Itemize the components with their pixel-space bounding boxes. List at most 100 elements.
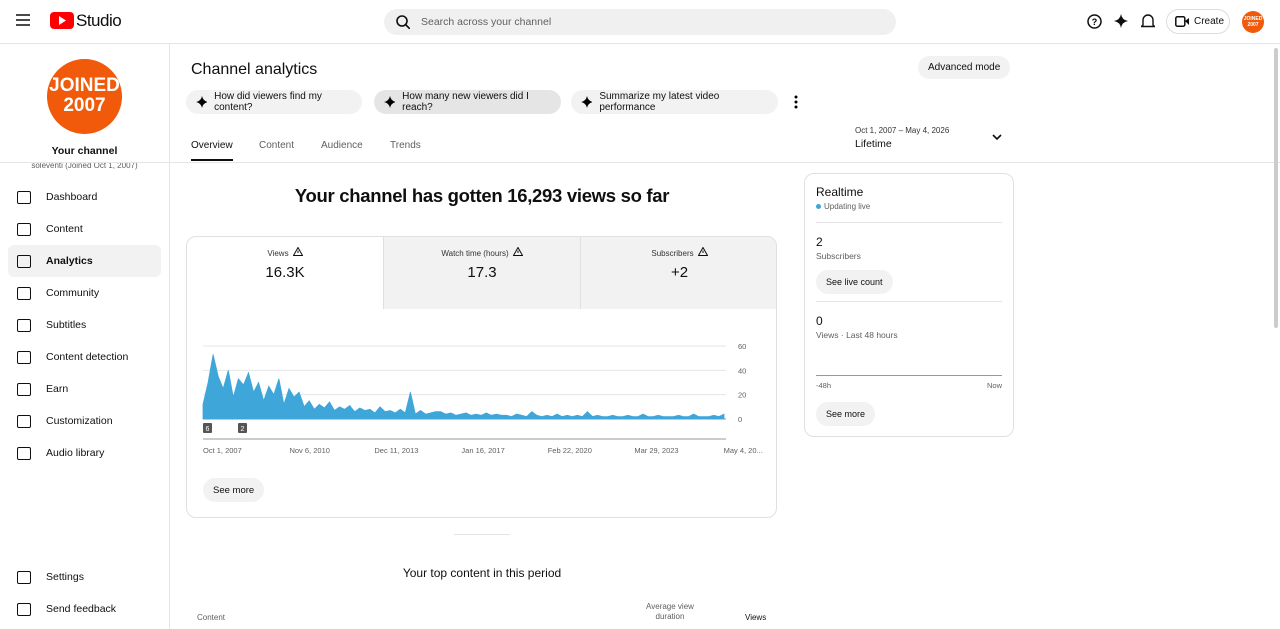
y-tick-label: 20 <box>738 391 746 400</box>
realtime-card: Realtime Updating live 2 Subscribers See… <box>804 173 1014 437</box>
live-count-button[interactable]: See live count <box>816 270 893 294</box>
nav-item[interactable]: Earn <box>8 373 161 405</box>
tab[interactable]: Overview <box>191 140 233 161</box>
y-tick-label: 40 <box>738 366 746 375</box>
x-tick-label: Nov 6, 2010 <box>289 446 329 455</box>
advanced-button[interactable]: Advanced mode <box>918 56 1011 79</box>
col-duration: Average view duration <box>646 602 694 621</box>
prompt-chip[interactable]: Summarize my latest video performance <box>571 90 778 114</box>
realtime-see-more[interactable]: See more <box>816 402 876 426</box>
channel-avatar[interactable]: JOINED 2007 <box>47 59 122 134</box>
logo-text[interactable]: Studio <box>76 11 122 30</box>
nav-label: Content detection <box>46 351 129 363</box>
nav-item[interactable]: Content <box>8 213 161 245</box>
col-content: Content <box>197 613 226 622</box>
top-content-title: Your top content in this period <box>402 566 562 580</box>
nav-item[interactable]: Audio library <box>8 437 161 469</box>
bell-icon[interactable] <box>1141 13 1155 29</box>
nav-item[interactable]: Send feedback <box>8 593 161 625</box>
views-area <box>202 354 725 420</box>
metric-tab[interactable]: Views 16.3K <box>187 237 384 309</box>
tab[interactable]: Content <box>259 140 295 151</box>
nav-label: Content <box>46 223 83 235</box>
prompt-chip[interactable]: How many new viewers did I reach? <box>374 90 561 114</box>
metric-tab[interactable]: Watch time (hours) 17.3 <box>384 237 581 309</box>
nav-label: Subtitles <box>46 319 87 331</box>
nav-item[interactable]: Settings <box>8 561 161 593</box>
nav-item[interactable]: Analytics <box>8 245 161 277</box>
search-placeholder: Search across your channel <box>421 16 552 28</box>
more-icon[interactable] <box>794 95 798 109</box>
svg-text:?: ? <box>1092 17 1098 27</box>
status-text: Updating live <box>824 202 871 211</box>
avatar-line: 2007 <box>63 95 106 116</box>
x-tick-label: Oct 1, 2007 <box>203 446 242 455</box>
subs-value: 2 <box>816 235 823 249</box>
x-tick-label: Jan 16, 2017 <box>461 446 504 455</box>
menu-icon[interactable] <box>16 14 30 26</box>
avatar-line: JOINED <box>49 75 120 96</box>
overview-card: Views 16.3K Watch time (hours) 17.3 Subscrib… <box>186 236 777 518</box>
metric-value: +2 <box>670 264 689 281</box>
nav-item[interactable]: Community <box>8 277 161 309</box>
channel-sub: soleventi (Joined Oct 1, 2007) <box>31 161 138 170</box>
realtime-status: Updating live <box>816 202 870 211</box>
nav-label: Analytics <box>46 255 93 267</box>
spark-icon[interactable] <box>1114 14 1128 28</box>
help-icon[interactable]: ? <box>1087 14 1102 29</box>
nav-label: Customization <box>46 415 113 427</box>
x-tick-label: May 4, 20... <box>724 446 763 455</box>
nav-label: Audio library <box>46 447 105 459</box>
prompt-text: Summarize my latest video performance <box>599 91 720 113</box>
realtime-title: Realtime <box>816 185 864 199</box>
y-tick-label: 60 <box>738 342 746 351</box>
col-views: Views <box>745 613 767 622</box>
sidebar: JOINED 2007 Your channel soleventi (Joine… <box>0 44 170 629</box>
tab[interactable]: Trends <box>390 140 421 151</box>
metric-value: 17.3 <box>467 264 497 281</box>
header: Studio Search across your channel ? Crea… <box>0 0 1280 44</box>
date-dropdown[interactable] <box>992 134 1002 141</box>
nav-item[interactable]: Customization <box>8 405 161 437</box>
views-chart: 0 20 40 60 6 2 Oct 1, 2007 Nov 6, 2010 Dec 11, 2… <box>202 342 763 455</box>
scrollbar[interactable] <box>1274 48 1278 328</box>
metric-label: Watch time (hours) <box>441 249 509 258</box>
prompt-text: How many new viewers did I reach? <box>402 91 529 113</box>
views-label: Views · Last 48 hours <box>816 330 898 340</box>
nav-label: Community <box>46 287 100 299</box>
prompt-chip[interactable]: How did viewers find my content? <box>186 90 362 114</box>
tab-divider <box>0 162 1280 163</box>
tab[interactable]: Audience <box>321 140 363 151</box>
prompt-text: How did viewers find my content? <box>214 91 322 113</box>
headline: Your channel has gotten 16,293 views so … <box>294 185 670 206</box>
create-label: Create <box>1194 16 1225 27</box>
x-tick-label: Mar 29, 2023 <box>634 446 678 455</box>
x-tick-label: Feb 22, 2020 <box>548 446 592 455</box>
nav-label: Settings <box>46 571 84 583</box>
nav-item[interactable]: Content detection <box>8 341 161 373</box>
x-tick-label: Dec 11, 2013 <box>374 446 418 455</box>
marker-box <box>238 423 247 433</box>
logo-icon[interactable] <box>50 12 74 29</box>
metric-tab[interactable]: Subscribers +2 <box>581 237 776 309</box>
metric-label: Subscribers <box>651 249 694 258</box>
create-button[interactable]: Create <box>1166 9 1230 34</box>
nav-label: Earn <box>46 383 69 395</box>
nav-item[interactable]: Subtitles <box>8 309 161 341</box>
marker-box <box>203 423 212 433</box>
axis-start: -48h <box>816 381 832 390</box>
date-period: Lifetime <box>855 138 892 150</box>
metric-label: Views <box>267 249 289 258</box>
search-box[interactable]: Search across your channel <box>384 9 896 35</box>
nav-label: Dashboard <box>46 191 98 203</box>
channel-title: Your channel <box>51 145 118 157</box>
marker-label: 6 <box>206 426 210 433</box>
see-more-button[interactable]: See more <box>203 478 265 502</box>
nav-label: Send feedback <box>46 603 117 615</box>
nav-item[interactable]: Dashboard <box>8 181 161 213</box>
y-tick-label: 0 <box>738 415 742 424</box>
subs-label: Subscribers <box>816 251 861 261</box>
avatar[interactable]: JOINED 2007 <box>1242 11 1264 33</box>
metric-value: 16.3K <box>265 264 305 281</box>
